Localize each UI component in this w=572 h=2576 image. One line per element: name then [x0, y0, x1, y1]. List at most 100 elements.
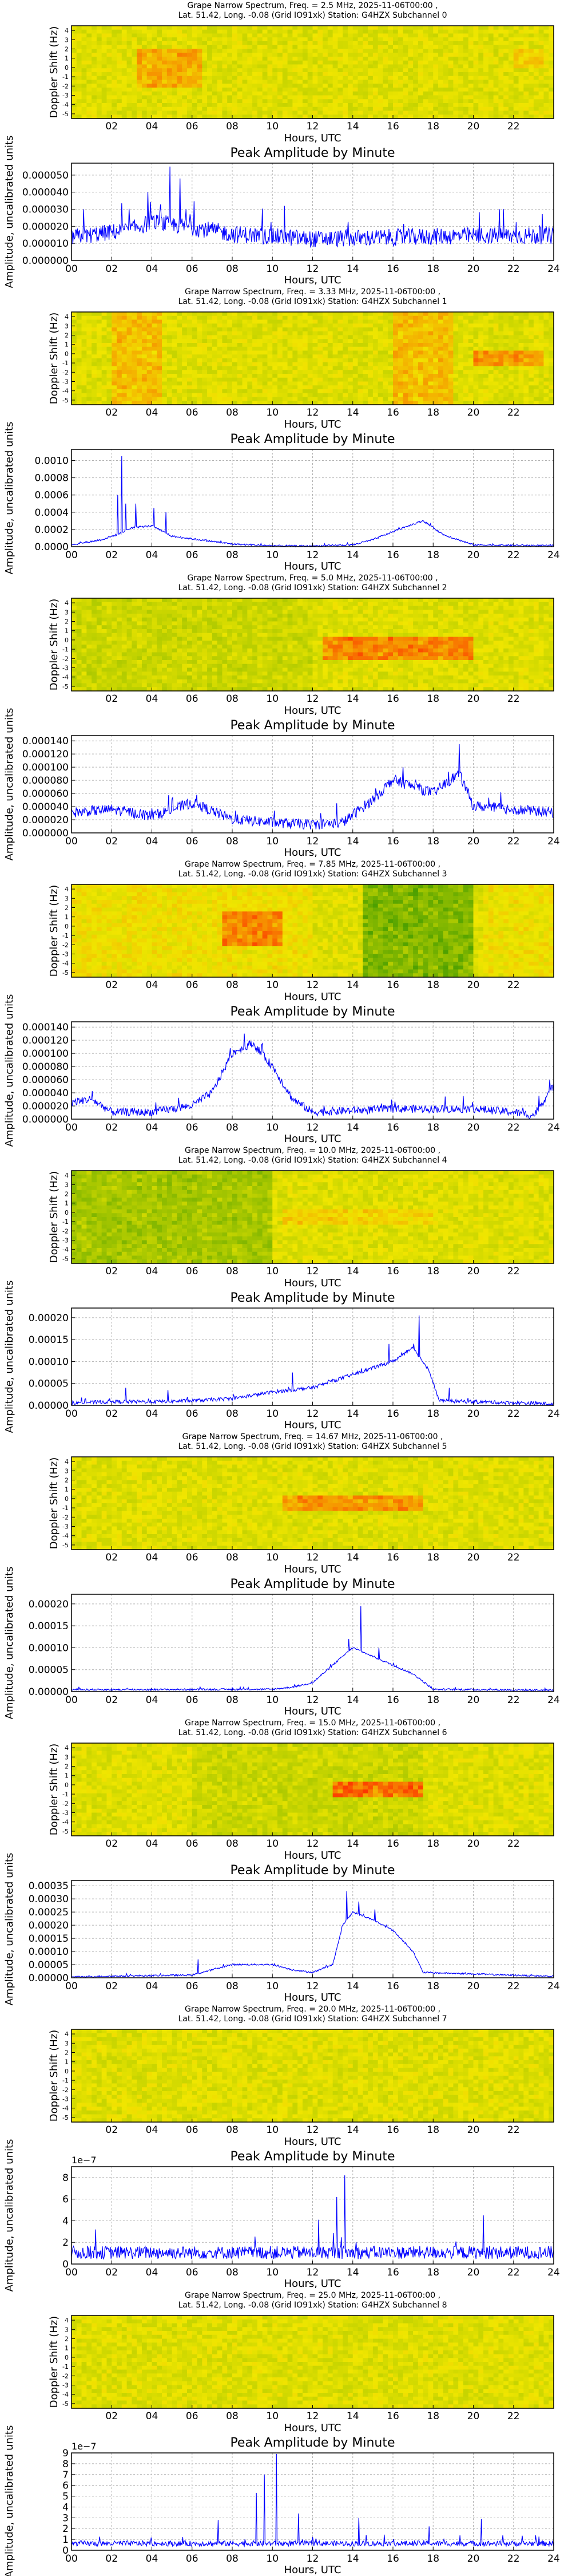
heatmap-cell	[232, 397, 238, 401]
heatmap-cell	[518, 64, 524, 69]
heatmap-cell	[166, 397, 173, 401]
heatmap-cell	[327, 29, 333, 34]
heatmap-cell	[543, 95, 549, 100]
heatmap-cell	[146, 389, 153, 394]
heatmap-cell	[257, 346, 263, 351]
heatmap-cell	[237, 114, 243, 119]
heatmap-cell	[277, 339, 283, 343]
heatmap-cell	[423, 29, 429, 34]
heatmap-cell	[252, 72, 258, 77]
heatmap-cell	[297, 49, 303, 53]
heatmap-cell	[307, 354, 313, 359]
heatmap-cell	[297, 53, 303, 57]
heatmap-cell	[317, 381, 323, 386]
heatmap-cell	[468, 68, 474, 73]
heatmap-cell	[398, 72, 404, 77]
heatmap-cell	[408, 401, 414, 405]
heatmap-cell	[212, 366, 218, 370]
heatmap-cell	[297, 80, 303, 84]
heatmap-cell	[337, 72, 343, 77]
heatmap-cell	[332, 362, 339, 367]
heatmap-cell	[76, 84, 82, 88]
heatmap-cell	[207, 84, 213, 88]
heatmap-cell	[418, 110, 424, 115]
heatmap-cell	[297, 103, 303, 108]
heatmap-cell	[347, 49, 353, 53]
heatmap-cell	[403, 60, 408, 65]
heatmap-cell	[92, 370, 97, 374]
heatmap-cell	[323, 110, 328, 115]
heatmap-cell	[177, 80, 182, 84]
y-tick-label: 4	[65, 313, 69, 321]
heatmap-cell	[72, 315, 77, 321]
heatmap-cell	[217, 377, 223, 382]
heatmap-cell	[458, 335, 464, 339]
heatmap-cell	[72, 68, 77, 73]
heatmap-cell	[186, 68, 193, 73]
heatmap-cell	[332, 95, 339, 100]
x-tick-label: 08	[226, 121, 239, 132]
heatmap-cell	[398, 68, 404, 73]
heatmap-cell	[443, 381, 449, 386]
heatmap-cell	[72, 350, 77, 355]
heatmap-cell	[533, 37, 539, 42]
heatmap-cell	[538, 68, 545, 73]
heatmap-cell	[121, 331, 128, 336]
heatmap-cell	[458, 339, 464, 343]
heatmap-cell	[549, 114, 554, 119]
heatmap-cell	[222, 389, 228, 394]
heatmap-cell	[543, 374, 549, 378]
heatmap-cell	[292, 84, 298, 88]
heatmap-cell	[157, 327, 162, 332]
heatmap-cell	[146, 45, 153, 50]
heatmap-cell	[363, 103, 368, 108]
heatmap-cell	[463, 358, 469, 363]
heatmap-cell	[388, 103, 394, 108]
heatmap-cell	[166, 323, 173, 328]
heatmap-cell	[262, 60, 268, 65]
heatmap-cell	[302, 33, 308, 38]
heatmap-cell	[137, 53, 142, 57]
heatmap-cell	[292, 385, 298, 390]
heatmap-cell	[76, 88, 82, 92]
heatmap-cell	[92, 381, 97, 386]
heatmap-cell	[363, 26, 368, 30]
heatmap-cell	[493, 114, 499, 119]
heatmap-cell	[197, 370, 202, 374]
heatmap-cell	[543, 350, 549, 355]
heatmap-cell	[126, 88, 132, 92]
heatmap-cell	[287, 99, 293, 104]
heatmap-cell	[433, 88, 439, 92]
heatmap-cell	[117, 26, 122, 30]
heatmap-cell	[247, 53, 253, 57]
heatmap-cell	[197, 99, 202, 104]
x-tick-label: 10	[266, 407, 279, 418]
heatmap-cell	[297, 99, 303, 104]
heatmap-cell	[488, 76, 494, 81]
heatmap-cell	[112, 114, 117, 119]
heatmap-cell	[453, 41, 459, 46]
heatmap-cell	[368, 80, 374, 84]
heatmap-cell	[287, 354, 293, 359]
heatmap-cell	[533, 33, 539, 38]
heatmap-cell	[529, 335, 534, 339]
heatmap-cell	[237, 343, 243, 347]
heatmap-cell	[408, 106, 414, 112]
heatmap-cell	[287, 323, 293, 328]
heatmap-cell	[443, 397, 449, 401]
heatmap-cell	[363, 339, 368, 343]
x-tick-label: 06	[186, 263, 198, 275]
heatmap-cell	[529, 110, 534, 115]
heatmap-cell	[277, 64, 283, 69]
heatmap-cell	[72, 683, 77, 688]
heatmap-cell	[277, 385, 283, 390]
heatmap-cell	[428, 99, 434, 104]
heatmap-cell	[217, 397, 223, 401]
heatmap-cell	[357, 362, 363, 367]
heatmap-cell	[141, 26, 148, 30]
heatmap-cell	[96, 354, 102, 359]
heatmap-cell	[137, 80, 142, 84]
heatmap-cell	[297, 29, 303, 34]
heatmap-cell	[92, 397, 97, 401]
heatmap-cell	[92, 319, 97, 324]
